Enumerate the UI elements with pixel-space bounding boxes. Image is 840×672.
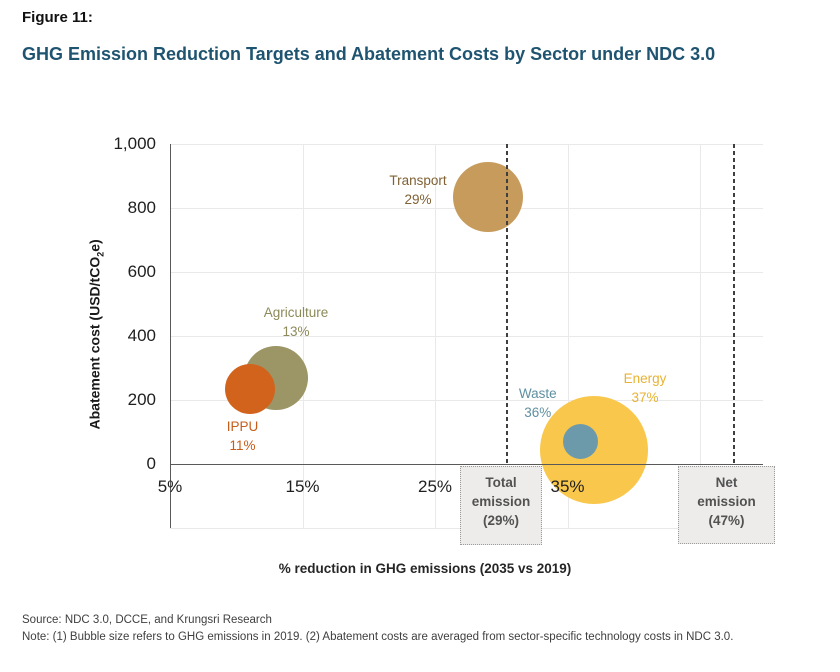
y-tick-0: 0 [146, 454, 156, 473]
h-gridline-200 [170, 399, 763, 401]
emission-box-line: emission [697, 494, 756, 509]
emission-box-29pct: Total emission (29%) [460, 466, 542, 545]
reference-line-47pct [733, 144, 735, 464]
emission-box-line: (29%) [482, 513, 519, 528]
bubble-label-agriculture: Agriculture 13% [246, 303, 346, 341]
bubble-chart: Abatement cost (USD/tCO2e) % reduction i… [86, 133, 775, 576]
x-tick-35: 35% [550, 477, 585, 496]
emission-box-text: Net emission (47%) [679, 467, 774, 530]
bubble-label-line: Energy [623, 370, 667, 386]
note-line: Note: (1) Bubble size refers to GHG emis… [22, 631, 734, 643]
v-gridline-45 [700, 144, 701, 528]
reference-line-29pct [506, 144, 508, 464]
x-tick-15: 15% [285, 477, 320, 496]
emission-box-line: Net [715, 475, 738, 490]
y-tick-400: 400 [127, 325, 156, 345]
bubble-label-line: 37% [631, 389, 659, 405]
y-tick-1000: 1,000 [113, 133, 156, 153]
h-gridline-400 [170, 335, 763, 337]
bubble-label-line: 29% [404, 191, 432, 207]
y-tick-200: 200 [127, 389, 156, 409]
y-tick-800: 800 [127, 197, 156, 217]
bubble-label-transport: Transport 29% [368, 171, 468, 209]
bubble-ippu [224, 363, 275, 414]
y-tick-600: 600 [127, 261, 156, 281]
bubble-waste [563, 424, 599, 460]
bubble-label-line: 11% [229, 437, 256, 453]
h-gridline-1000 [170, 143, 763, 145]
figure-title: GHG Emission Reduction Targets and Abate… [22, 44, 716, 64]
bubble-label-ippu: IPPU 11% [193, 417, 293, 455]
emission-box-line: emission [471, 494, 531, 509]
x-tick-25: 25% [417, 477, 453, 496]
y-axis-line [170, 144, 171, 528]
bubble-label-line: Transport [389, 172, 447, 188]
y-axis-title-subscript: 2 [95, 251, 106, 257]
x-tick-5: 5% [157, 477, 183, 496]
emission-box-text: Total emission (29%) [461, 467, 541, 530]
bubble-label-line: 13% [282, 323, 310, 339]
figure-number-label: Figure 11: [22, 9, 93, 26]
emission-box-line: (47%) [708, 513, 745, 528]
bubble-label-line: Agriculture [263, 304, 329, 320]
bubble-label-line: Waste [518, 385, 557, 401]
bubble-label-line: IPPU [226, 418, 259, 434]
emission-box-47pct: Net emission (47%) [678, 466, 775, 544]
bubble-label-line: 36% [524, 404, 552, 420]
v-gridline-25 [435, 144, 436, 528]
emission-box-line: Total [485, 475, 517, 490]
v-gridline-15 [302, 144, 304, 528]
v-gridline-35 [567, 144, 569, 528]
source-line: Source: NDC 3.0, DCCE, and Krungsri Rese… [22, 614, 272, 626]
bubble-transport [453, 161, 523, 232]
x-axis-title: % reduction in GHG emissions (2035 vs 20… [278, 561, 572, 576]
h-gridline-600 [170, 271, 763, 273]
bubble-label-waste: Waste 36% [488, 384, 588, 422]
bubble-label-energy: Energy 37% [595, 369, 695, 407]
y-axis-title-suffix: e) [86, 239, 103, 252]
x-axis-line [170, 464, 763, 465]
